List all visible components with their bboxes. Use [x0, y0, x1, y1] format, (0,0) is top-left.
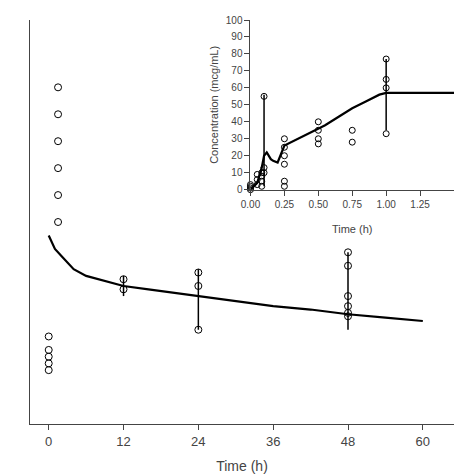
svg-text:30: 30: [231, 133, 243, 144]
svg-text:0: 0: [45, 434, 52, 449]
svg-text:1.00: 1.00: [376, 199, 396, 210]
svg-text:10: 10: [231, 167, 243, 178]
svg-text:Time (h): Time (h): [216, 458, 268, 474]
svg-text:Time (h): Time (h): [332, 223, 373, 235]
svg-text:70: 70: [231, 65, 243, 76]
svg-text:12: 12: [116, 434, 130, 449]
svg-text:36: 36: [266, 434, 280, 449]
svg-text:1.25: 1.25: [410, 199, 430, 210]
svg-text:0.50: 0.50: [309, 199, 329, 210]
svg-text:Concentration (mcg/mL): Concentration (mcg/mL): [208, 46, 220, 164]
svg-text:60: 60: [231, 82, 243, 93]
svg-text:60: 60: [416, 434, 430, 449]
svg-text:40: 40: [231, 116, 243, 127]
svg-text:100: 100: [226, 15, 243, 26]
svg-text:80: 80: [231, 48, 243, 59]
svg-text:0.00: 0.00: [241, 199, 261, 210]
svg-text:20: 20: [231, 150, 243, 161]
svg-text:24: 24: [191, 434, 205, 449]
svg-text:48: 48: [341, 434, 355, 449]
svg-text:0.25: 0.25: [275, 199, 295, 210]
svg-text:50: 50: [231, 99, 243, 110]
svg-text:0: 0: [237, 184, 243, 195]
svg-text:0.75: 0.75: [343, 199, 363, 210]
svg-text:90: 90: [231, 31, 243, 42]
